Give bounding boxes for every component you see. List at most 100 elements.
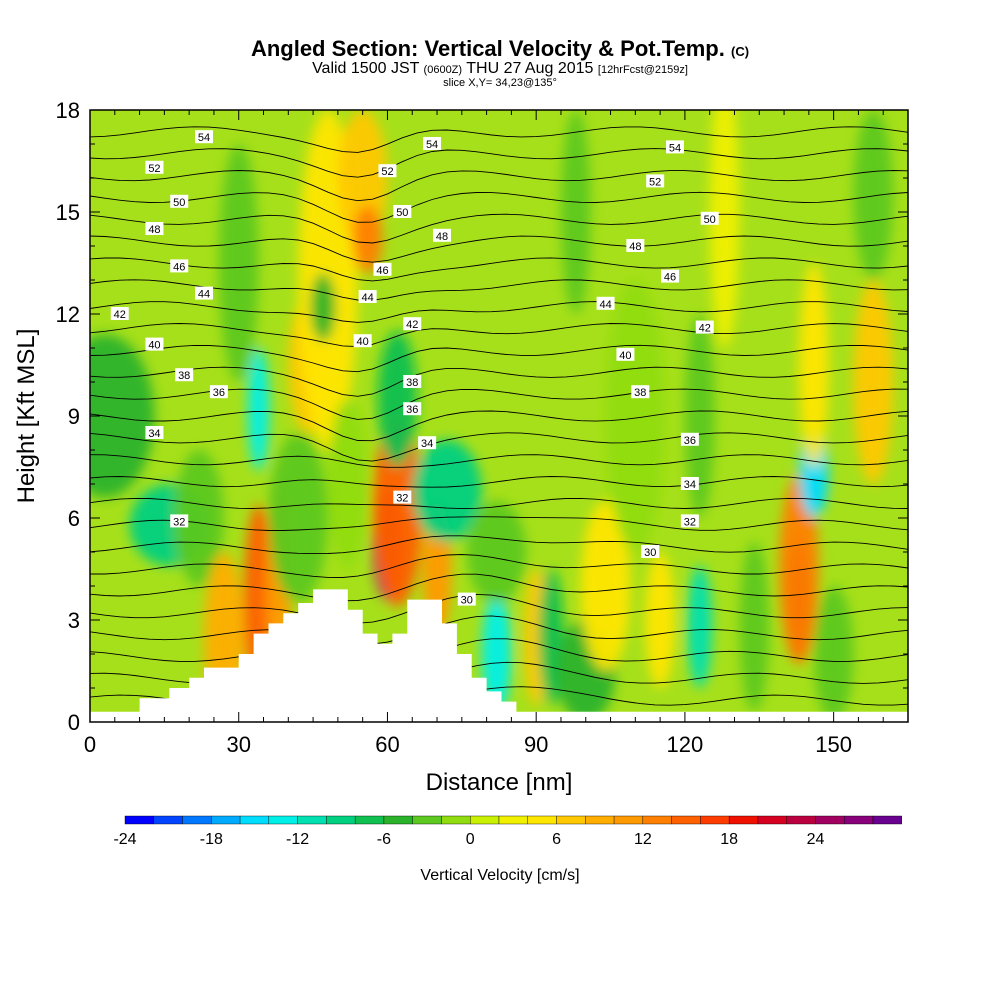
contour-label-bg <box>393 490 412 504</box>
contour-label-bg <box>661 269 680 283</box>
isentrope-line-34 <box>90 554 908 578</box>
contour-label-bg <box>373 262 392 276</box>
isentrope-line-32 <box>90 593 908 624</box>
contour-label-bg <box>432 228 451 242</box>
colorbar-swatch <box>642 815 672 825</box>
contour-label-bg <box>170 514 189 528</box>
contour-label-text: 36 <box>213 387 225 399</box>
isentrope-line-51 <box>90 191 908 223</box>
contour-label-bg <box>195 286 214 300</box>
contour-label-text: 44 <box>198 289 210 301</box>
velocity-cell-8 <box>268 433 328 603</box>
contour-label-text: 40 <box>357 336 369 348</box>
contour-label-bg <box>695 320 714 334</box>
isentrope-line-50 <box>90 213 908 244</box>
colorbar-swatch <box>470 815 500 825</box>
contour-label-bg <box>457 592 476 606</box>
colorbar-swatch <box>872 815 902 825</box>
contour-label-text: 32 <box>173 516 185 528</box>
contour-label-28: 36 <box>403 402 422 416</box>
velocity-cell-39 <box>853 110 894 280</box>
isentrope-line-45 <box>90 323 908 348</box>
contour-label-text: 42 <box>114 309 126 321</box>
x-axis-title: Distance [nm] <box>426 769 573 796</box>
contour-label-text: 48 <box>436 231 448 243</box>
x-tick-label: 0 <box>84 732 96 757</box>
colorbar-tick-label: -18 <box>200 831 223 848</box>
contour-label-37: 30 <box>641 545 660 559</box>
contour-label-bg <box>680 432 699 446</box>
colorbar-swatch <box>700 815 730 825</box>
contour-label-bg <box>403 402 422 416</box>
colorbar-tick-label: 0 <box>466 831 475 848</box>
contour-label-35: 32 <box>680 514 699 528</box>
contour-label-30: 34 <box>145 426 164 440</box>
contour-label-bg <box>641 545 660 558</box>
isentrope-line-37 <box>90 497 908 510</box>
colorbar-swatch <box>556 815 586 825</box>
contour-label-text: 38 <box>406 377 418 389</box>
isentrope-line-36 <box>90 516 908 531</box>
contour-label-bg <box>665 140 684 154</box>
colorbar-swatch <box>153 815 183 825</box>
y-tick-label: 15 <box>56 200 80 225</box>
velocity-cell-17 <box>377 331 418 467</box>
contour-label-bg <box>353 334 372 348</box>
contour-label-bg <box>393 205 412 218</box>
contour-label-text: 52 <box>381 166 393 178</box>
contour-label-bg <box>403 317 422 331</box>
contour-label-16: 44 <box>358 290 377 304</box>
contour-label-13: 46 <box>373 262 392 277</box>
velocity-cell-31 <box>709 110 740 348</box>
colorbar-title: Vertical Velocity [cm/s] <box>420 867 579 884</box>
contour-label-bg <box>195 130 214 144</box>
colorbar-swatch <box>326 815 356 825</box>
contour-label-text: 36 <box>684 435 696 447</box>
colorbar-swatch <box>441 815 471 825</box>
contour-label-text: 52 <box>148 163 160 175</box>
isentrope-line-47 <box>90 279 908 301</box>
colorbar-swatch <box>527 815 557 825</box>
contour-label-10: 48 <box>432 228 451 243</box>
colorbar-tick-label: -24 <box>113 831 136 848</box>
contour-label-text: 44 <box>361 292 373 304</box>
contour-label-text: 30 <box>461 595 473 607</box>
plot-area: 54 54 54 52 52 52 50 50 50 48 48 48 46 46 46 44 44 44 42 42… <box>90 110 908 722</box>
contour-label-text: 48 <box>629 241 641 253</box>
contour-label-31: 34 <box>418 436 437 450</box>
contour-label-text: 46 <box>173 261 185 273</box>
contour-label-33: 32 <box>170 514 189 528</box>
isentrope-line-52 <box>90 170 908 202</box>
contour-label-text: 54 <box>198 132 210 144</box>
isentrope-line-38 <box>90 476 908 488</box>
velocity-cell-36 <box>798 263 829 467</box>
velocity-cell-38 <box>853 280 894 484</box>
contour-label-21: 40 <box>145 337 164 352</box>
colorbar-swatch <box>585 815 615 825</box>
isentrope-line-40 <box>90 432 908 462</box>
velocity-cell-26 <box>580 501 631 671</box>
contour-label-18: 42 <box>110 307 129 321</box>
colorbar-tick-label: -12 <box>286 831 309 848</box>
velocity-field <box>90 110 894 722</box>
y-tick-label: 0 <box>68 710 80 735</box>
contour-label-bg <box>170 259 189 273</box>
contour-label-29: 36 <box>680 432 699 447</box>
contour-label-text: 50 <box>173 197 185 209</box>
contour-label-text: 38 <box>178 370 190 382</box>
contour-label-2: 54 <box>665 140 684 154</box>
colorbar-swatch <box>124 815 154 825</box>
contour-label-34: 32 <box>393 490 412 505</box>
contour-label-15: 44 <box>195 286 214 301</box>
y-tick-label: 3 <box>68 608 80 633</box>
x-tick-label: 90 <box>524 732 548 757</box>
y-tick-label: 12 <box>56 302 80 327</box>
velocity-cell-24 <box>560 110 591 314</box>
contour-label-3: 52 <box>145 160 164 175</box>
contour-label-text: 46 <box>376 265 388 277</box>
contour-label-12: 46 <box>170 259 189 273</box>
velocity-cell-11 <box>310 273 336 342</box>
contour-label-5: 52 <box>646 174 665 188</box>
velocity-cell-0 <box>90 334 155 498</box>
chart-subtitle: Valid 1500 JST (0600Z) THU 27 Aug 2015 [… <box>312 60 688 77</box>
